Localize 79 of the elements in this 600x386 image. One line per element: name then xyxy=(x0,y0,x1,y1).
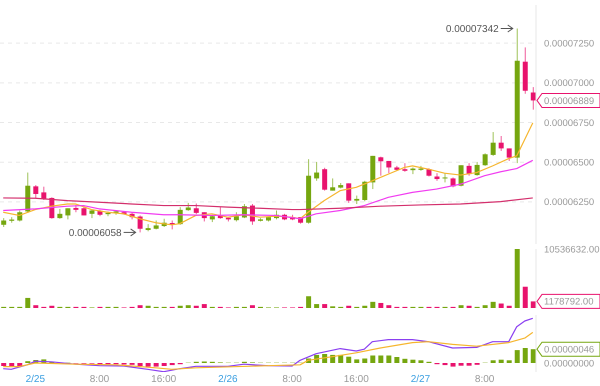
candlestick xyxy=(41,186,46,201)
candlestick xyxy=(33,184,38,199)
bar xyxy=(498,360,504,363)
y-tick-label: 0.00000000 xyxy=(544,358,594,370)
bar xyxy=(17,363,22,366)
y-tick-label: 0.00007000 xyxy=(544,78,594,90)
bar xyxy=(466,363,472,366)
bar xyxy=(202,304,207,308)
bar xyxy=(322,304,328,308)
candlestick xyxy=(386,160,392,174)
bar xyxy=(450,363,456,367)
bar xyxy=(314,304,320,308)
bar xyxy=(490,302,496,308)
bar xyxy=(306,296,312,308)
bar xyxy=(346,356,352,363)
bar xyxy=(362,358,368,363)
x-tick-label: 2/27 xyxy=(410,374,431,386)
bar xyxy=(410,360,416,363)
bar xyxy=(1,363,6,366)
bar xyxy=(378,356,384,363)
bar xyxy=(522,348,528,363)
bar xyxy=(146,363,151,367)
candlestick xyxy=(490,132,496,156)
bar xyxy=(186,305,191,308)
annotation: 0.00006058 xyxy=(68,228,122,239)
bar xyxy=(250,305,255,308)
x-tick-label: 16:00 xyxy=(151,374,177,386)
candlestick xyxy=(194,203,199,215)
x-tick-label: 16:00 xyxy=(344,374,370,386)
bar xyxy=(9,363,14,366)
bar xyxy=(458,363,464,366)
y-tick-label: 0.00006889 xyxy=(544,96,594,107)
candlestick xyxy=(322,167,328,192)
x-tick-label: 8:00 xyxy=(90,374,110,386)
y-tick-label: 10536632.00 xyxy=(544,244,600,256)
bar xyxy=(458,305,464,308)
bar xyxy=(154,363,159,367)
bar xyxy=(25,298,30,308)
bar xyxy=(386,305,392,308)
bar xyxy=(394,357,400,363)
candlestick xyxy=(378,156,384,176)
annotation: 0.00007342 xyxy=(446,24,500,36)
candlestick xyxy=(506,148,512,162)
candlestick xyxy=(362,180,368,202)
bar xyxy=(522,286,528,308)
y-tick-label: 0.00006750 xyxy=(544,118,594,129)
bar xyxy=(162,363,167,366)
candlestick xyxy=(138,214,143,233)
bar xyxy=(386,356,392,363)
candlestick xyxy=(442,172,448,183)
bar xyxy=(490,360,496,363)
y-tick-label: 0.00006500 xyxy=(544,158,594,169)
candlestick xyxy=(314,161,320,182)
bar xyxy=(138,305,143,308)
bar xyxy=(506,360,512,363)
candlestick xyxy=(57,208,62,220)
x-tick-label: 8:00 xyxy=(282,374,302,386)
candlestick xyxy=(330,178,336,192)
y-tick-label: 0.00006250 xyxy=(544,197,594,208)
y-tick-label: 1178792.00 xyxy=(544,296,594,308)
bar xyxy=(482,305,488,308)
bar xyxy=(498,304,504,308)
bar xyxy=(514,350,520,363)
bar xyxy=(138,363,143,366)
bar xyxy=(402,358,408,363)
bar xyxy=(370,356,376,363)
bar xyxy=(514,249,520,308)
bar xyxy=(33,305,38,308)
bar xyxy=(354,359,360,363)
y-tick-label: 0.00000046 xyxy=(544,344,594,356)
x-tick-label: 2/25 xyxy=(26,374,46,386)
bar xyxy=(418,360,424,363)
candlestick xyxy=(498,136,504,152)
bar xyxy=(378,302,384,308)
x-tick-label: 2/26 xyxy=(218,374,238,386)
y-tick-label: 0.00007250 xyxy=(544,38,594,50)
candlestick xyxy=(482,152,488,166)
x-tick-label: 8:00 xyxy=(474,374,495,386)
bar xyxy=(370,302,376,308)
